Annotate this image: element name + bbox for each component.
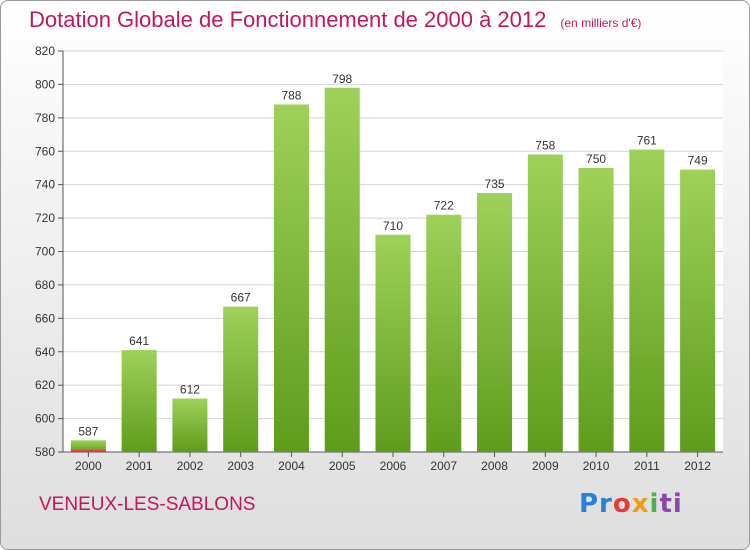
y-tick-label: 620 <box>35 378 55 392</box>
chart-unit: (en milliers d'€) <box>560 16 642 30</box>
x-tick-label-2000: 2000 <box>75 459 102 473</box>
x-tick-label-2010: 2010 <box>583 459 610 473</box>
y-tick-label: 720 <box>35 211 55 225</box>
bar-2010 <box>578 167 614 453</box>
y-tick-label: 660 <box>35 311 55 325</box>
data-label-2003: 667 <box>231 291 251 305</box>
y-tick-label: 700 <box>35 245 55 259</box>
city-name: VENEUX-LES-SABLONS <box>39 494 256 515</box>
bar-2002 <box>172 398 208 452</box>
y-tick-label: 680 <box>35 278 55 292</box>
x-tick-label-2009: 2009 <box>532 459 559 473</box>
bar-2012 <box>680 169 716 453</box>
data-label-2007: 722 <box>434 199 454 213</box>
bar-base-highlight <box>70 450 106 452</box>
bar-2003 <box>223 306 259 452</box>
data-label-2004: 788 <box>281 88 301 102</box>
data-label-2002: 612 <box>180 383 200 397</box>
x-tick-label-2005: 2005 <box>329 459 356 473</box>
data-label-2009: 758 <box>535 139 555 153</box>
data-label-2000: 587 <box>78 424 98 438</box>
y-tick-label: 580 <box>35 445 55 459</box>
proxiti-logo: Proxiti <box>579 489 683 519</box>
bar-2000 <box>70 440 106 452</box>
data-labels: 587 641 612 667 788 798 710 722 735 758 750 761 749 <box>78 72 708 439</box>
bars <box>70 87 716 453</box>
bar-2001 <box>121 350 157 452</box>
data-label-2011: 761 <box>637 134 657 148</box>
data-label-2012: 749 <box>688 154 708 168</box>
data-label-2006: 710 <box>383 219 403 233</box>
x-tick-label-2007: 2007 <box>430 459 457 473</box>
x-tick-label-2008: 2008 <box>481 459 508 473</box>
x-tick-label-2006: 2006 <box>380 459 407 473</box>
x-tick-label-2004: 2004 <box>278 459 305 473</box>
y-tick-label: 760 <box>35 144 55 158</box>
y-tick-label: 800 <box>35 77 55 91</box>
x-tick-label-2002: 2002 <box>177 459 204 473</box>
data-label-2005: 798 <box>332 72 352 86</box>
y-tick-label: 740 <box>35 178 55 192</box>
x-tick-label-2003: 2003 <box>227 459 254 473</box>
bar-2009 <box>527 154 563 452</box>
y-tick-label: 600 <box>35 412 55 426</box>
data-label-2008: 735 <box>485 177 505 191</box>
bar-2005 <box>324 87 360 452</box>
y-tick-label: 640 <box>35 345 55 359</box>
bar-2008 <box>477 193 513 453</box>
y-tick-label: 780 <box>35 111 55 125</box>
bar-2006 <box>375 234 411 452</box>
axes: 580 600 620 640 660 680 700 720 740 760 780 800 820 2… <box>35 44 723 473</box>
data-label-2001: 641 <box>129 334 149 348</box>
chart-title-text: Dotation Globale de Fonctionnement de 20… <box>29 7 547 32</box>
x-tick-label-2012: 2012 <box>684 459 711 473</box>
bar-2011 <box>629 149 665 452</box>
data-label-2010: 750 <box>586 152 606 166</box>
x-tick-label-2011: 2011 <box>634 459 660 473</box>
x-tick-label-2001: 2001 <box>126 459 153 473</box>
chart-title: Dotation Globale de Fonctionnement de 20… <box>29 7 641 33</box>
y-tick-label: 820 <box>35 44 55 58</box>
bar-2004 <box>273 104 309 452</box>
bar-2007 <box>426 214 462 452</box>
